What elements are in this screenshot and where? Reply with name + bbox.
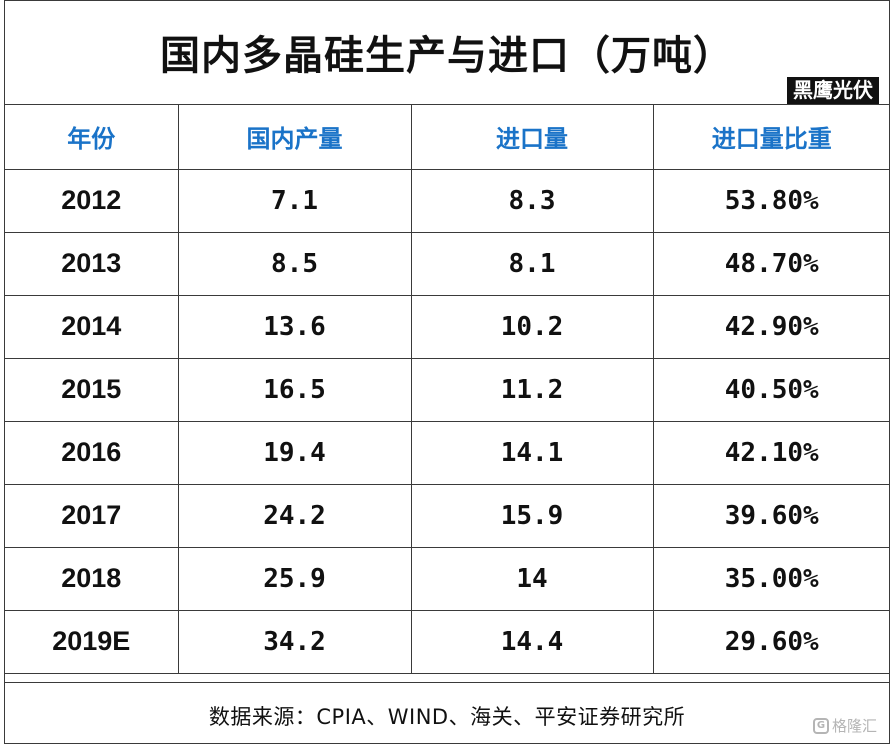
cell-domestic-output: 34.2 — [177, 609, 412, 674]
cell-imports: 15.9 — [410, 483, 654, 548]
cell-imports: 14.4 — [410, 609, 654, 674]
cell-domestic-output: 16.5 — [177, 357, 412, 422]
cell-import-share: 53.80% — [652, 168, 890, 233]
title-row: 国内多晶硅生产与进口（万吨） 黑鹰光伏 — [5, 1, 889, 105]
cell-year: 2012 — [5, 168, 179, 233]
cell-domestic-output: 25.9 — [177, 546, 412, 611]
header-row: 年份 国内产量 进口量 进口量比重 — [5, 105, 890, 170]
watermark-logo-icon: G — [812, 717, 829, 734]
cell-domestic-output: 19.4 — [177, 420, 412, 485]
table-row: 2014 13.6 10.2 42.90% — [5, 294, 890, 359]
column-header-import-share: 进口量比重 — [652, 105, 890, 170]
table-row: 2016 19.4 14.1 42.10% — [5, 420, 890, 485]
table-frame: 国内多晶硅生产与进口（万吨） 黑鹰光伏 年份 国内产量 进口量 进口量比重 — [4, 0, 890, 744]
cell-domestic-output: 8.5 — [177, 231, 412, 296]
cell-imports: 8.1 — [410, 231, 654, 296]
cell-domestic-output: 13.6 — [177, 294, 412, 359]
cell-import-share: 29.60% — [652, 609, 890, 674]
cell-year: 2019E — [5, 609, 179, 674]
cell-year: 2018 — [5, 546, 179, 611]
table-row: 2013 8.5 8.1 48.70% — [5, 231, 890, 296]
source-row: 数据来源：CPIA、WIND、海关、平安证券研究所 G 格隆汇 — [5, 682, 889, 744]
cell-import-share: 35.00% — [652, 546, 890, 611]
brand-badge: 黑鹰光伏 — [787, 77, 879, 104]
source-note: 数据来源：CPIA、WIND、海关、平安证券研究所 — [208, 705, 686, 729]
cell-import-share: 42.10% — [652, 420, 890, 485]
table-row: 2019E 34.2 14.4 29.60% — [5, 609, 890, 674]
cell-import-share: 42.90% — [652, 294, 890, 359]
cell-imports: 14.1 — [410, 420, 654, 485]
data-table: 年份 国内产量 进口量 进口量比重 2012 7.1 8.3 53.80% 20… — [5, 105, 890, 674]
cell-import-share: 39.60% — [652, 483, 890, 548]
cell-year: 2014 — [5, 294, 179, 359]
cell-year: 2016 — [5, 420, 179, 485]
cell-domestic-output: 24.2 — [177, 483, 412, 548]
column-header-imports: 进口量 — [410, 105, 654, 170]
cell-year: 2015 — [5, 357, 179, 422]
page-title: 国内多晶硅生产与进口（万吨） — [160, 33, 734, 79]
cell-year: 2013 — [5, 231, 179, 296]
cell-year: 2017 — [5, 483, 179, 548]
cell-import-share: 40.50% — [652, 357, 890, 422]
table-row: 2017 24.2 15.9 39.60% — [5, 483, 890, 548]
column-header-domestic-output: 国内产量 — [177, 105, 412, 170]
table-row: 2015 16.5 11.2 40.50% — [5, 357, 890, 422]
watermark: G 格隆汇 — [812, 715, 877, 736]
watermark-text: 格隆汇 — [831, 717, 877, 735]
cell-domestic-output: 7.1 — [177, 168, 412, 233]
table-row: 2012 7.1 8.3 53.80% — [5, 168, 890, 233]
cell-imports: 8.3 — [410, 168, 654, 233]
cell-imports: 14 — [410, 546, 654, 611]
cell-imports: 10.2 — [410, 294, 654, 359]
cell-imports: 11.2 — [410, 357, 654, 422]
cell-import-share: 48.70% — [652, 231, 890, 296]
column-header-year: 年份 — [5, 105, 179, 170]
table-row: 2018 25.9 14 35.00% — [5, 546, 890, 611]
